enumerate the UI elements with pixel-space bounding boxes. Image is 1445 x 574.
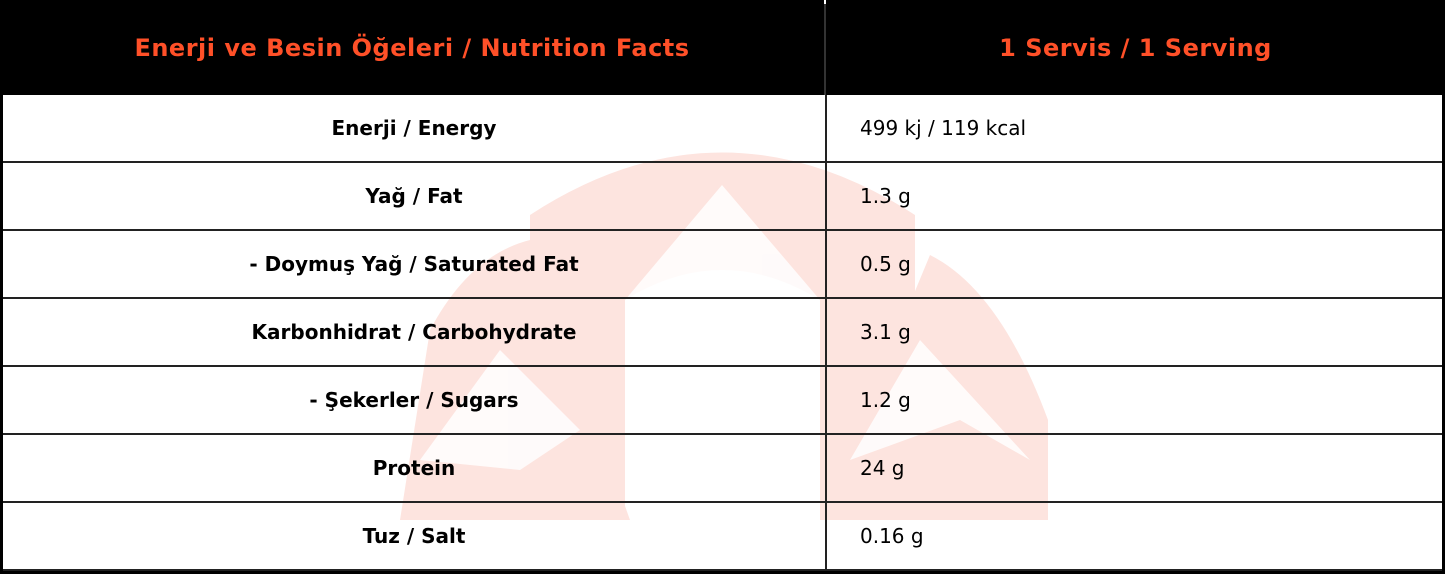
header-divider: [824, 4, 826, 95]
nutrient-amount: 499 kj / 119 kcal: [825, 95, 1442, 163]
nutrient-name: Enerji / Energy: [3, 95, 825, 163]
nutrient-name: - Şekerler / Sugars: [3, 367, 825, 435]
nutrient-amount: 24 g: [825, 435, 1442, 503]
nutrient-name: Karbonhidrat / Carbohydrate: [3, 299, 825, 367]
nutrient-name: - Doymuş Yağ / Saturated Fat: [3, 231, 825, 299]
nutrient-amount: 1.2 g: [825, 367, 1442, 435]
nutrient-name: Protein: [3, 435, 825, 503]
header-cell: 1 Servis / 1 Serving: [826, 0, 1445, 95]
nutrient-amount: 0.16 g: [825, 503, 1442, 571]
nutrient-name: Yağ / Fat: [3, 163, 825, 231]
nutrient-amount: 1.3 g: [825, 163, 1442, 231]
nutrient-amount: 0.5 g: [825, 231, 1442, 299]
header-cell: Enerji ve Besin Öğeleri / Nutrition Fact…: [0, 0, 824, 95]
nutrient-name: Tuz / Salt: [3, 503, 825, 571]
nutrient-amount: 3.1 g: [825, 299, 1442, 367]
